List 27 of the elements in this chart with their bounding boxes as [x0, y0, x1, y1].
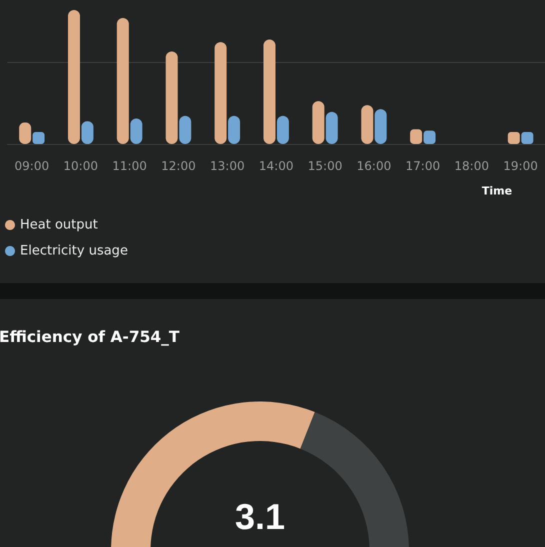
x-tick-label: 16:00 [356, 159, 392, 173]
x-tick-label: 11:00 [112, 159, 147, 173]
legend-label: Electricity usage [20, 244, 128, 258]
chart-title: Efficiency of A-754_T [0, 328, 180, 346]
x-tick-label: 14:00 [258, 159, 294, 173]
bar [68, 10, 80, 144]
bar [214, 42, 227, 144]
x-tick-label: 19:00 [503, 159, 538, 173]
x-axis-title: Time [482, 184, 512, 198]
bar [361, 105, 374, 144]
x-tick-label: 17:00 [406, 159, 440, 173]
x-tick-label: 13:00 [210, 159, 245, 173]
bar [116, 18, 129, 144]
x-tick-label: 18:00 [454, 159, 489, 173]
bar [424, 130, 436, 144]
legend-label: Heat output [20, 218, 98, 232]
x-tick-label: 09:00 [14, 159, 50, 173]
x-tick-label: 15:00 [308, 159, 342, 173]
bar [521, 132, 534, 144]
bar [166, 52, 178, 144]
bar [32, 132, 45, 144]
x-tick-label: 12:00 [161, 159, 196, 173]
bar [312, 101, 324, 144]
x-tick-label: 10:00 [63, 159, 98, 173]
bar [263, 39, 276, 144]
bar [508, 132, 520, 144]
text: 3.1 [234, 496, 286, 538]
